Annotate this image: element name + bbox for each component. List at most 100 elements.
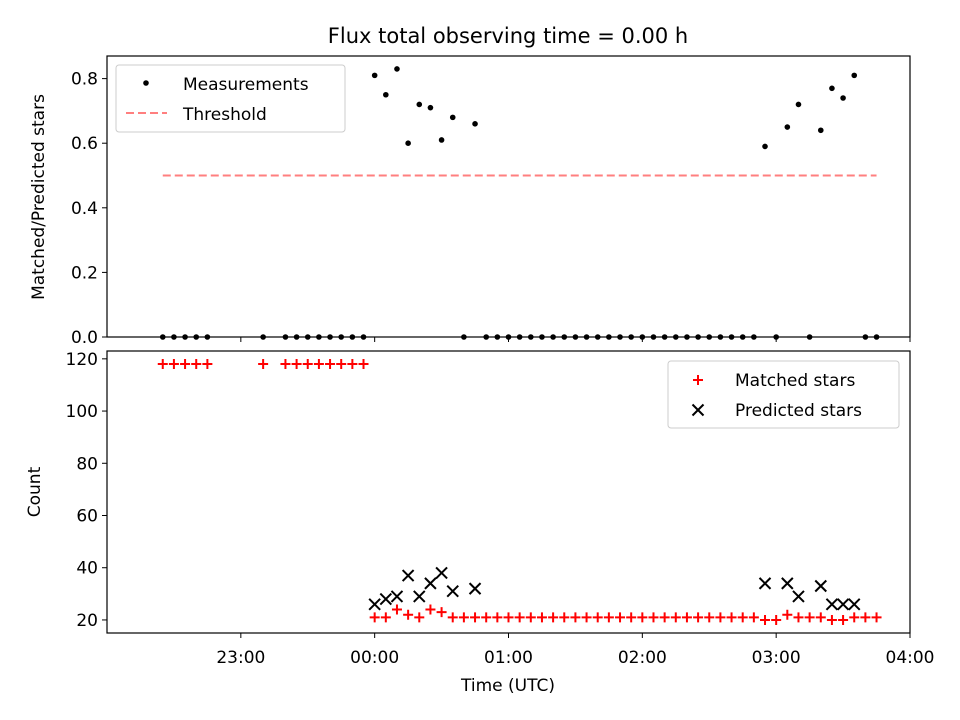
matched-point [503,612,514,623]
matched-point [280,359,291,370]
measurement-point [762,143,768,150]
predicted-point [368,598,381,611]
matched-point [760,614,771,625]
matched-point [358,359,369,370]
matched-point [838,614,849,625]
bottom-plot: 20 40 60 80 100 120 23:00 00:00 01:00 02:00 03:00 0… [66,350,935,668]
top-plot: 0.0 0.2 0.4 0.6 0.8 Measurements Threshold [71,55,911,348]
measurement-point [840,95,846,101]
matched-point [336,359,347,370]
matched-point [726,612,737,623]
bottom-y-tick-label: 80 [76,454,98,474]
measurement-point [784,124,791,130]
top-y-axis-label: Matched/Predicted stars [29,94,49,300]
matched-point [659,612,670,623]
matched-point [570,612,581,623]
measurement-point [472,121,478,127]
matched-point [681,612,692,623]
predicted-point [424,577,437,590]
bottom-y-tick-label: 60 [76,507,98,527]
matched-point [648,612,659,623]
predicted-point [848,598,861,611]
matched-point [492,612,503,623]
measurement-point [438,137,445,143]
measurement-point [817,127,824,134]
matched-point [380,612,391,623]
matched-point [637,612,648,623]
matched-point [325,359,336,370]
matched-point [826,614,837,625]
measurement-point [383,91,389,98]
matched-point [157,359,168,370]
matched-point [548,612,559,623]
measurement-point [394,66,400,72]
matched-point [536,612,547,623]
matched-point [592,612,603,623]
top-legend: Measurements Threshold [115,64,346,133]
matched-point [302,359,313,370]
predicted-point [446,585,459,598]
matched-point [804,612,815,623]
matched-point [403,609,414,620]
matched-point [737,612,748,623]
matched-point [191,359,202,370]
legend-box [667,360,900,429]
matched-point [860,612,871,623]
predicted-point [792,590,805,603]
top-y-tick-label: 0.8 [71,70,98,90]
top-y-tick-label: 0.6 [71,134,98,154]
matched-point [559,612,570,623]
matched-point [849,612,860,623]
measurement-point [851,72,858,79]
bottom-y-tick-label: 120 [66,350,98,370]
measurement-point [427,104,434,111]
matched-point [347,359,358,370]
matched-point [258,359,269,370]
legend-predicted-marker [691,403,705,417]
matched-point [815,612,826,623]
chart-title: Flux total observing time = 0.00 h [328,24,688,48]
bottom-y-tick-label: 40 [76,559,98,579]
matched-point [391,604,402,615]
matched-point [670,612,681,623]
bottom-y-tick-label: 100 [66,402,98,422]
matched-point [425,604,436,615]
predicted-point [825,598,839,611]
predicted-point [401,569,415,582]
matched-point [369,612,380,623]
matched-point [603,612,614,623]
predicted-point [413,590,426,603]
measurement-point [795,101,802,108]
matched-point [470,612,481,623]
bottom-x-tick-label: 00:00 [350,648,399,668]
predicted-point [758,577,772,590]
matched-point [793,612,804,623]
bottom-y-tick-label: 20 [76,611,98,631]
bottom-x-tick-label: 04:00 [886,648,935,668]
top-y-tick-label: 0.0 [71,328,98,348]
matched-point [481,612,492,623]
bottom-legend: Matched stars Predicted stars [667,360,900,429]
predicted-point [814,579,827,593]
top-y-tick-label: 0.4 [71,199,98,219]
legend-predicted-label: Predicted stars [735,401,862,421]
measurement-point [371,72,378,79]
legend-box [115,64,346,133]
bottom-x-tick-label: 23:00 [216,648,265,668]
matched-point [626,612,637,623]
predicted-point [390,590,404,603]
matched-point [168,359,179,370]
matched-point [525,612,536,623]
matched-point [782,609,793,620]
measurement-point [405,140,411,147]
x-axis-label: Time (UTC) [460,676,555,696]
bottom-x-tick-label: 03:00 [752,648,801,668]
legend-matched-marker [693,375,703,385]
legend-measurements-marker [143,80,149,86]
matched-point [291,359,302,370]
legend-measurements-label: Measurements [183,75,309,95]
predicted-point [836,598,850,611]
predicted-point [379,592,393,606]
matched-point [514,612,525,623]
matched-point [615,612,626,623]
